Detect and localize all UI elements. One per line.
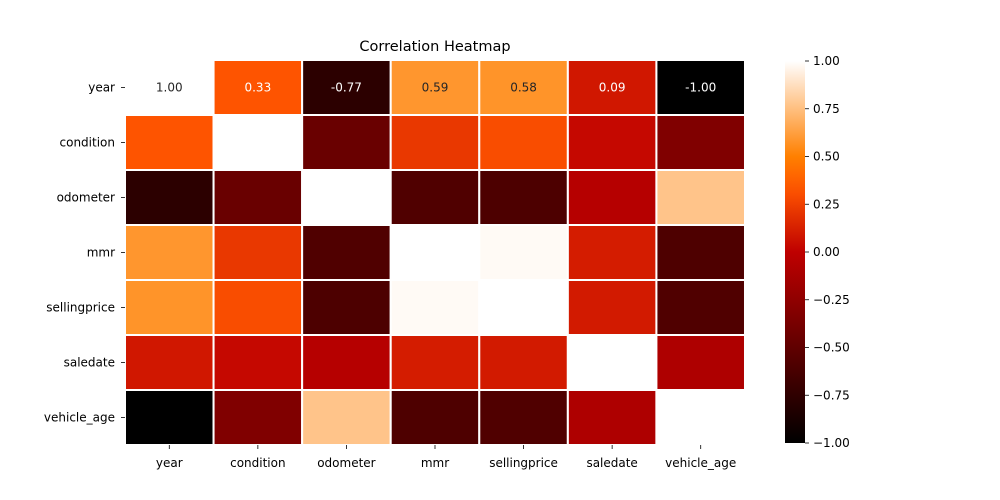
cell-label-year-condition: 0.33 [244,81,271,95]
x-tick-label-odometer: odometer [317,456,375,470]
heatmap-cell-odometer-saledate [566,169,658,226]
colorbar-tick-label-5: −0.25 [813,293,850,307]
colorbar-tick-label-2: 0.50 [813,150,840,164]
cell-label-year-saledate: 0.09 [599,81,626,95]
heatmap-cell-mmr-sellingprice [478,224,569,281]
heatmap-cell-saledate-odometer [301,334,392,391]
heatmap-cell-odometer-vehicle-age [655,169,746,226]
heatmap-cell-saledate-mmr [389,334,481,391]
colorbar-gradient [785,61,805,443]
heatmap-cell-saledate-year [124,334,215,391]
heatmap-cell-saledate-condition [212,334,304,391]
x-tick-label-sellingprice: sellingprice [489,456,558,470]
colorbar: 1.00 0.75 0.50 0.25 0.00 −0.25 −0.50 −0.75 −1.00 [785,54,850,450]
x-tick-label-year: year [156,456,183,470]
heatmap-cell-mmr-year [124,224,215,281]
colorbar-tick-label-3: 0.25 [813,197,840,211]
heatmap-cell-sellingprice-year [124,279,215,336]
heatmap-cells [124,59,746,446]
colorbar-tick-label-6: −0.50 [813,341,850,355]
heatmap-cell-mmr-saledate [566,224,658,281]
heatmap-cell-mmr-odometer [301,224,392,281]
heatmap-cell-labels: 1.00 0.33 -0.77 0.59 0.58 0.09 -1.00 [156,81,716,95]
x-tick-label-vehicle-age: vehicle_age [665,456,736,470]
heatmap-cell-condition-sellingprice [478,114,569,171]
y-tick-label-condition: condition [60,136,115,150]
colorbar-tick-label-7: −0.75 [813,388,850,402]
x-tick-label-mmr: mmr [421,456,449,470]
heatmap-cell-condition-year [124,114,215,171]
heatmap-cell-sellingprice-mmr [389,279,481,336]
y-axis: year condition odometer mmr sellingprice sale… [44,81,125,425]
heatmap-cell-odometer-year [124,169,215,226]
heatmap-cell-saledate-saledate [566,334,658,391]
y-tick-label-year: year [88,81,115,95]
heatmap-cell-saledate-vehicle-age [655,334,746,391]
heatmap-cell-condition-saledate [566,114,658,171]
x-axis: year condition odometer mmr sellingprice sale… [156,445,736,470]
heatmap-cell-mmr-mmr [389,224,481,281]
cell-label-year-odometer: -0.77 [331,81,362,95]
x-tick-label-saledate: saledate [586,456,637,470]
chart-title: Correlation Heatmap [359,39,510,55]
y-tick-label-mmr: mmr [87,246,115,260]
heatmap-cell-saledate-sellingprice [478,334,569,391]
heatmap-cell-sellingprice-vehicle-age [655,279,746,336]
heatmap-cell-vehicle-age-condition [212,389,304,446]
y-tick-label-vehicle-age: vehicle_age [44,411,115,425]
heatmap-cell-odometer-condition [212,169,304,226]
cell-label-year-mmr: 0.59 [422,81,449,95]
x-tick-label-condition: condition [230,456,285,470]
colorbar-tick-label-8: −1.00 [813,436,850,450]
heatmap-cell-vehicle-age-saledate [566,389,658,446]
colorbar-tick-label-0: 1.00 [813,54,840,68]
colorbar-tick-label-4: 0.00 [813,245,840,259]
cell-label-year-vehicle-age: -1.00 [685,81,716,95]
heatmap-cell-mmr-condition [212,224,304,281]
heatmap-cell-condition-odometer [301,114,392,171]
cell-label-year-sellingprice: 0.58 [510,81,537,95]
heatmap-cell-mmr-vehicle-age [655,224,746,281]
heatmap-cell-vehicle-age-sellingprice [478,389,569,446]
heatmap-cell-odometer-sellingprice [478,169,569,226]
colorbar-tick-label-1: 0.75 [813,102,840,116]
heatmap-cell-vehicle-age-mmr [389,389,481,446]
y-tick-label-odometer: odometer [57,191,115,205]
heatmap-cell-sellingprice-saledate [566,279,658,336]
heatmap-cell-odometer-odometer [301,169,392,226]
cell-label-year-year: 1.00 [156,81,183,95]
y-tick-label-sellingprice: sellingprice [46,301,115,315]
heatmap-cell-odometer-mmr [389,169,481,226]
heatmap-cell-vehicle-age-vehicle-age [655,389,746,446]
heatmap-cell-vehicle-age-odometer [301,389,392,446]
heatmap-cell-year-condition [212,59,304,116]
heatmap-cell-vehicle-age-year [124,389,215,446]
heatmap-cell-year-saledate [566,59,658,116]
heatmap-cell-sellingprice-condition [212,279,304,336]
heatmap-cell-condition-condition [212,114,304,171]
y-tick-label-saledate: saledate [64,356,115,370]
heatmap-cell-sellingprice-odometer [301,279,392,336]
heatmap-cell-condition-mmr [389,114,481,171]
heatmap-cell-condition-vehicle-age [655,114,746,171]
heatmap-cell-sellingprice-sellingprice [478,279,569,336]
